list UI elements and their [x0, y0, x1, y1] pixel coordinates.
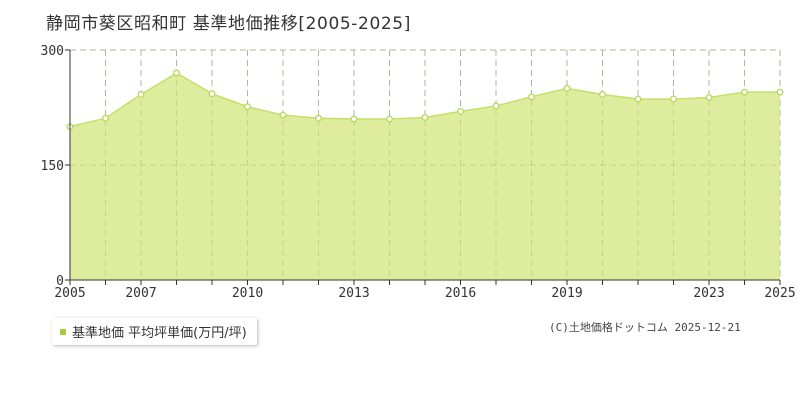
- data-point: [457, 107, 464, 115]
- data-point: [386, 115, 393, 123]
- axes: 0 150 300 2005 2007 2010 2013 2016 2019 2023 2025: [41, 44, 796, 301]
- data-point: [244, 103, 251, 111]
- y-tick-label: 150: [41, 159, 64, 174]
- x-tick-label: 2016: [445, 286, 476, 301]
- data-point: [563, 84, 571, 92]
- data-point: [741, 88, 748, 96]
- data-point: [102, 114, 109, 122]
- data-point: [208, 90, 216, 98]
- y-tick-label: 300: [41, 44, 64, 59]
- data-point: [776, 88, 784, 96]
- data-point: [599, 91, 606, 98]
- data-point: [350, 115, 358, 123]
- data-point: [528, 93, 535, 101]
- data-point: [279, 111, 287, 119]
- data-point: [137, 91, 145, 98]
- x-tick-label: 2025: [764, 286, 795, 301]
- y-tick-label: 0: [56, 274, 64, 289]
- x-tick-label: 2023: [693, 286, 724, 301]
- x-tick-label: 2019: [551, 286, 582, 301]
- legend-marker: [60, 328, 66, 335]
- legend-label: 基準地価 平均坪単価(万円/坪): [72, 326, 247, 341]
- series-area: [69, 49, 781, 280]
- data-point: [670, 95, 677, 103]
- x-tick-label: 2013: [338, 286, 369, 301]
- data-point: [173, 69, 180, 77]
- chart-title: 静岡市葵区昭和町 基準地価推移[2005-2025]: [46, 14, 411, 34]
- data-point: [421, 114, 429, 121]
- legend: 基準地価 平均坪単価(万円/坪): [52, 318, 257, 345]
- data-point: [492, 102, 500, 110]
- data-point: [315, 114, 322, 122]
- x-tick-label: 2005: [54, 286, 85, 301]
- data-point: [705, 94, 713, 101]
- x-tick-label: 2007: [125, 286, 156, 301]
- copyright-text: (C)土地価格ドットコム 2025-12-21: [549, 321, 741, 334]
- series-points: [66, 69, 784, 131]
- area-fill: [70, 73, 780, 280]
- data-point: [634, 95, 642, 103]
- x-tick-label: 2010: [232, 286, 263, 301]
